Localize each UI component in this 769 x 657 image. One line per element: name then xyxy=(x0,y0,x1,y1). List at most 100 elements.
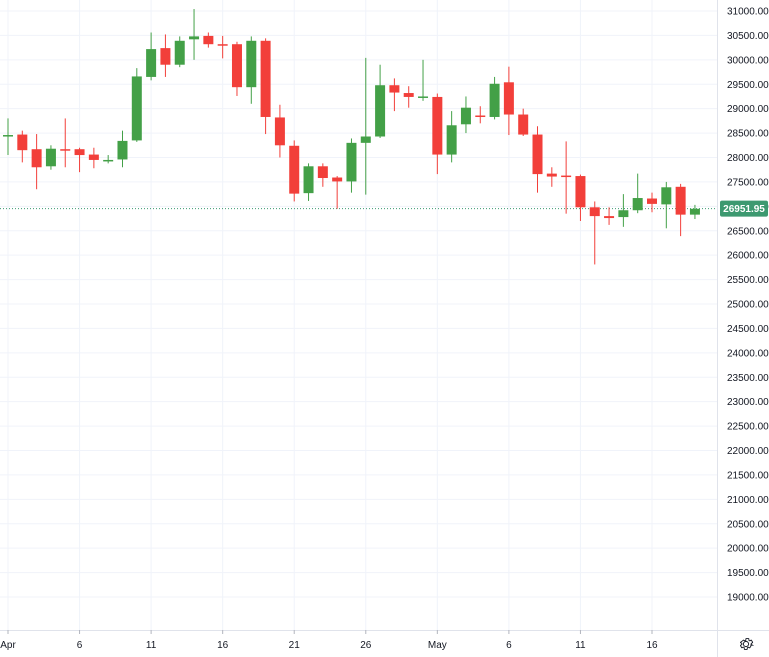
candle-bearish[interactable] xyxy=(675,183,686,237)
candle-bearish[interactable] xyxy=(88,147,99,169)
candle-bearish[interactable] xyxy=(289,140,300,202)
candle-bullish[interactable] xyxy=(246,36,257,104)
candle-bearish[interactable] xyxy=(317,163,328,187)
y-tick-label: 19000.00 xyxy=(727,593,769,604)
y-tick-label: 29000.00 xyxy=(727,104,769,115)
candle-body xyxy=(160,48,171,65)
chart-settings-button[interactable] xyxy=(734,632,758,656)
candle-bullish[interactable] xyxy=(303,163,314,201)
candle-bearish[interactable] xyxy=(231,41,242,96)
candle-bullish[interactable] xyxy=(189,9,200,60)
candle-bearish[interactable] xyxy=(274,104,285,158)
candle-body xyxy=(346,142,357,182)
candle-bearish[interactable] xyxy=(389,78,400,112)
candle-bearish[interactable] xyxy=(561,141,572,214)
candle-bearish[interactable] xyxy=(647,192,657,213)
candle-bearish[interactable] xyxy=(74,147,85,173)
candle-body xyxy=(460,107,471,125)
candle-bullish[interactable] xyxy=(146,32,157,81)
x-tick-label: 6 xyxy=(506,640,512,651)
candle-bullish[interactable] xyxy=(3,118,13,156)
candle-bearish[interactable] xyxy=(432,93,443,175)
candle-bearish[interactable] xyxy=(575,174,586,221)
candle-bearish[interactable] xyxy=(332,176,343,209)
candle-bullish[interactable] xyxy=(661,181,672,229)
candle-bullish[interactable] xyxy=(689,204,700,220)
candle-body xyxy=(375,85,386,137)
y-tick-label: 27500.00 xyxy=(727,177,769,188)
candle-body xyxy=(17,134,28,151)
candle-body xyxy=(604,216,615,219)
candle-bullish[interactable] xyxy=(489,76,500,120)
candle-bullish[interactable] xyxy=(117,130,128,168)
candle-bearish[interactable] xyxy=(532,126,543,193)
candle-bullish[interactable] xyxy=(103,155,114,164)
candle-bullish[interactable] xyxy=(618,194,629,227)
candle-bullish[interactable] xyxy=(446,111,457,163)
candle-body xyxy=(360,136,371,143)
candle-bearish[interactable] xyxy=(203,32,214,48)
x-tick-label: 16 xyxy=(646,640,658,651)
candle-bearish[interactable] xyxy=(503,66,514,136)
candle-body xyxy=(3,135,13,137)
y-tick-label: 19500.00 xyxy=(727,568,769,579)
candle-bearish[interactable] xyxy=(60,118,71,168)
last-price-label: 26951.95 xyxy=(723,204,765,215)
x-tick-label: 11 xyxy=(575,640,586,651)
candle-bullish[interactable] xyxy=(131,68,142,142)
candle-body xyxy=(647,198,657,204)
candle-bullish[interactable] xyxy=(632,173,643,214)
y-tick-label: 30000.00 xyxy=(727,55,769,66)
candle-body xyxy=(475,115,486,118)
candle-body xyxy=(117,140,128,160)
grid-lines xyxy=(0,0,717,630)
candle-bearish[interactable] xyxy=(403,86,414,108)
candle-bearish[interactable] xyxy=(475,106,486,124)
candle-body xyxy=(189,36,200,40)
candle-body xyxy=(503,82,514,115)
y-tick-label: 24500.00 xyxy=(727,324,769,335)
candle-body xyxy=(403,93,414,97)
candle-bullish[interactable] xyxy=(375,64,386,138)
candle-bullish[interactable] xyxy=(360,57,371,195)
candle-body xyxy=(45,148,56,167)
candle-bearish[interactable] xyxy=(160,34,171,77)
candle-bearish[interactable] xyxy=(589,201,600,265)
y-tick-label: 23500.00 xyxy=(727,373,769,384)
y-tick-label: 26000.00 xyxy=(727,251,769,262)
candle-bearish[interactable] xyxy=(31,134,42,190)
candle-body xyxy=(532,134,543,175)
y-tick-label: 24000.00 xyxy=(727,348,769,359)
candle-bearish[interactable] xyxy=(546,167,557,187)
candle-bearish[interactable] xyxy=(17,130,28,163)
candle-body xyxy=(274,117,285,146)
candle-bullish[interactable] xyxy=(45,145,56,170)
y-tick-label: 25000.00 xyxy=(727,300,769,311)
y-tick-label: 28500.00 xyxy=(727,129,769,140)
candle-body xyxy=(518,114,529,135)
candle-body xyxy=(561,175,572,178)
y-tick-label: 25500.00 xyxy=(727,275,769,286)
candle-bullish[interactable] xyxy=(174,36,185,68)
y-tick-label: 20000.00 xyxy=(727,544,769,555)
candle-bullish[interactable] xyxy=(460,96,471,134)
candle-bullish[interactable] xyxy=(418,59,429,101)
candle-body xyxy=(418,96,429,98)
candle-body xyxy=(131,76,142,141)
candle-bearish[interactable] xyxy=(217,35,228,59)
candle-bearish[interactable] xyxy=(260,38,271,135)
candle-body xyxy=(174,40,185,65)
x-tick-label: 11 xyxy=(146,640,157,651)
candle-bullish[interactable] xyxy=(346,138,357,193)
y-tick-label: 31000.00 xyxy=(727,7,769,18)
x-tick-label: May xyxy=(428,640,447,651)
candles xyxy=(3,9,700,265)
candle-bearish[interactable] xyxy=(518,108,529,137)
x-tick-label: 6 xyxy=(77,640,83,651)
candle-bearish[interactable] xyxy=(604,207,615,225)
x-tick-label: 26 xyxy=(360,640,372,651)
last-price-tag: 26951.95 xyxy=(720,200,768,217)
y-tick-label: 22500.00 xyxy=(727,422,769,433)
